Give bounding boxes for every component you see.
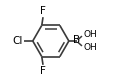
Text: F: F — [40, 66, 46, 76]
Text: OH: OH — [83, 43, 97, 52]
Text: F: F — [40, 6, 46, 16]
Text: OH: OH — [83, 30, 97, 39]
Text: Cl: Cl — [13, 36, 23, 46]
Text: B: B — [74, 35, 81, 45]
